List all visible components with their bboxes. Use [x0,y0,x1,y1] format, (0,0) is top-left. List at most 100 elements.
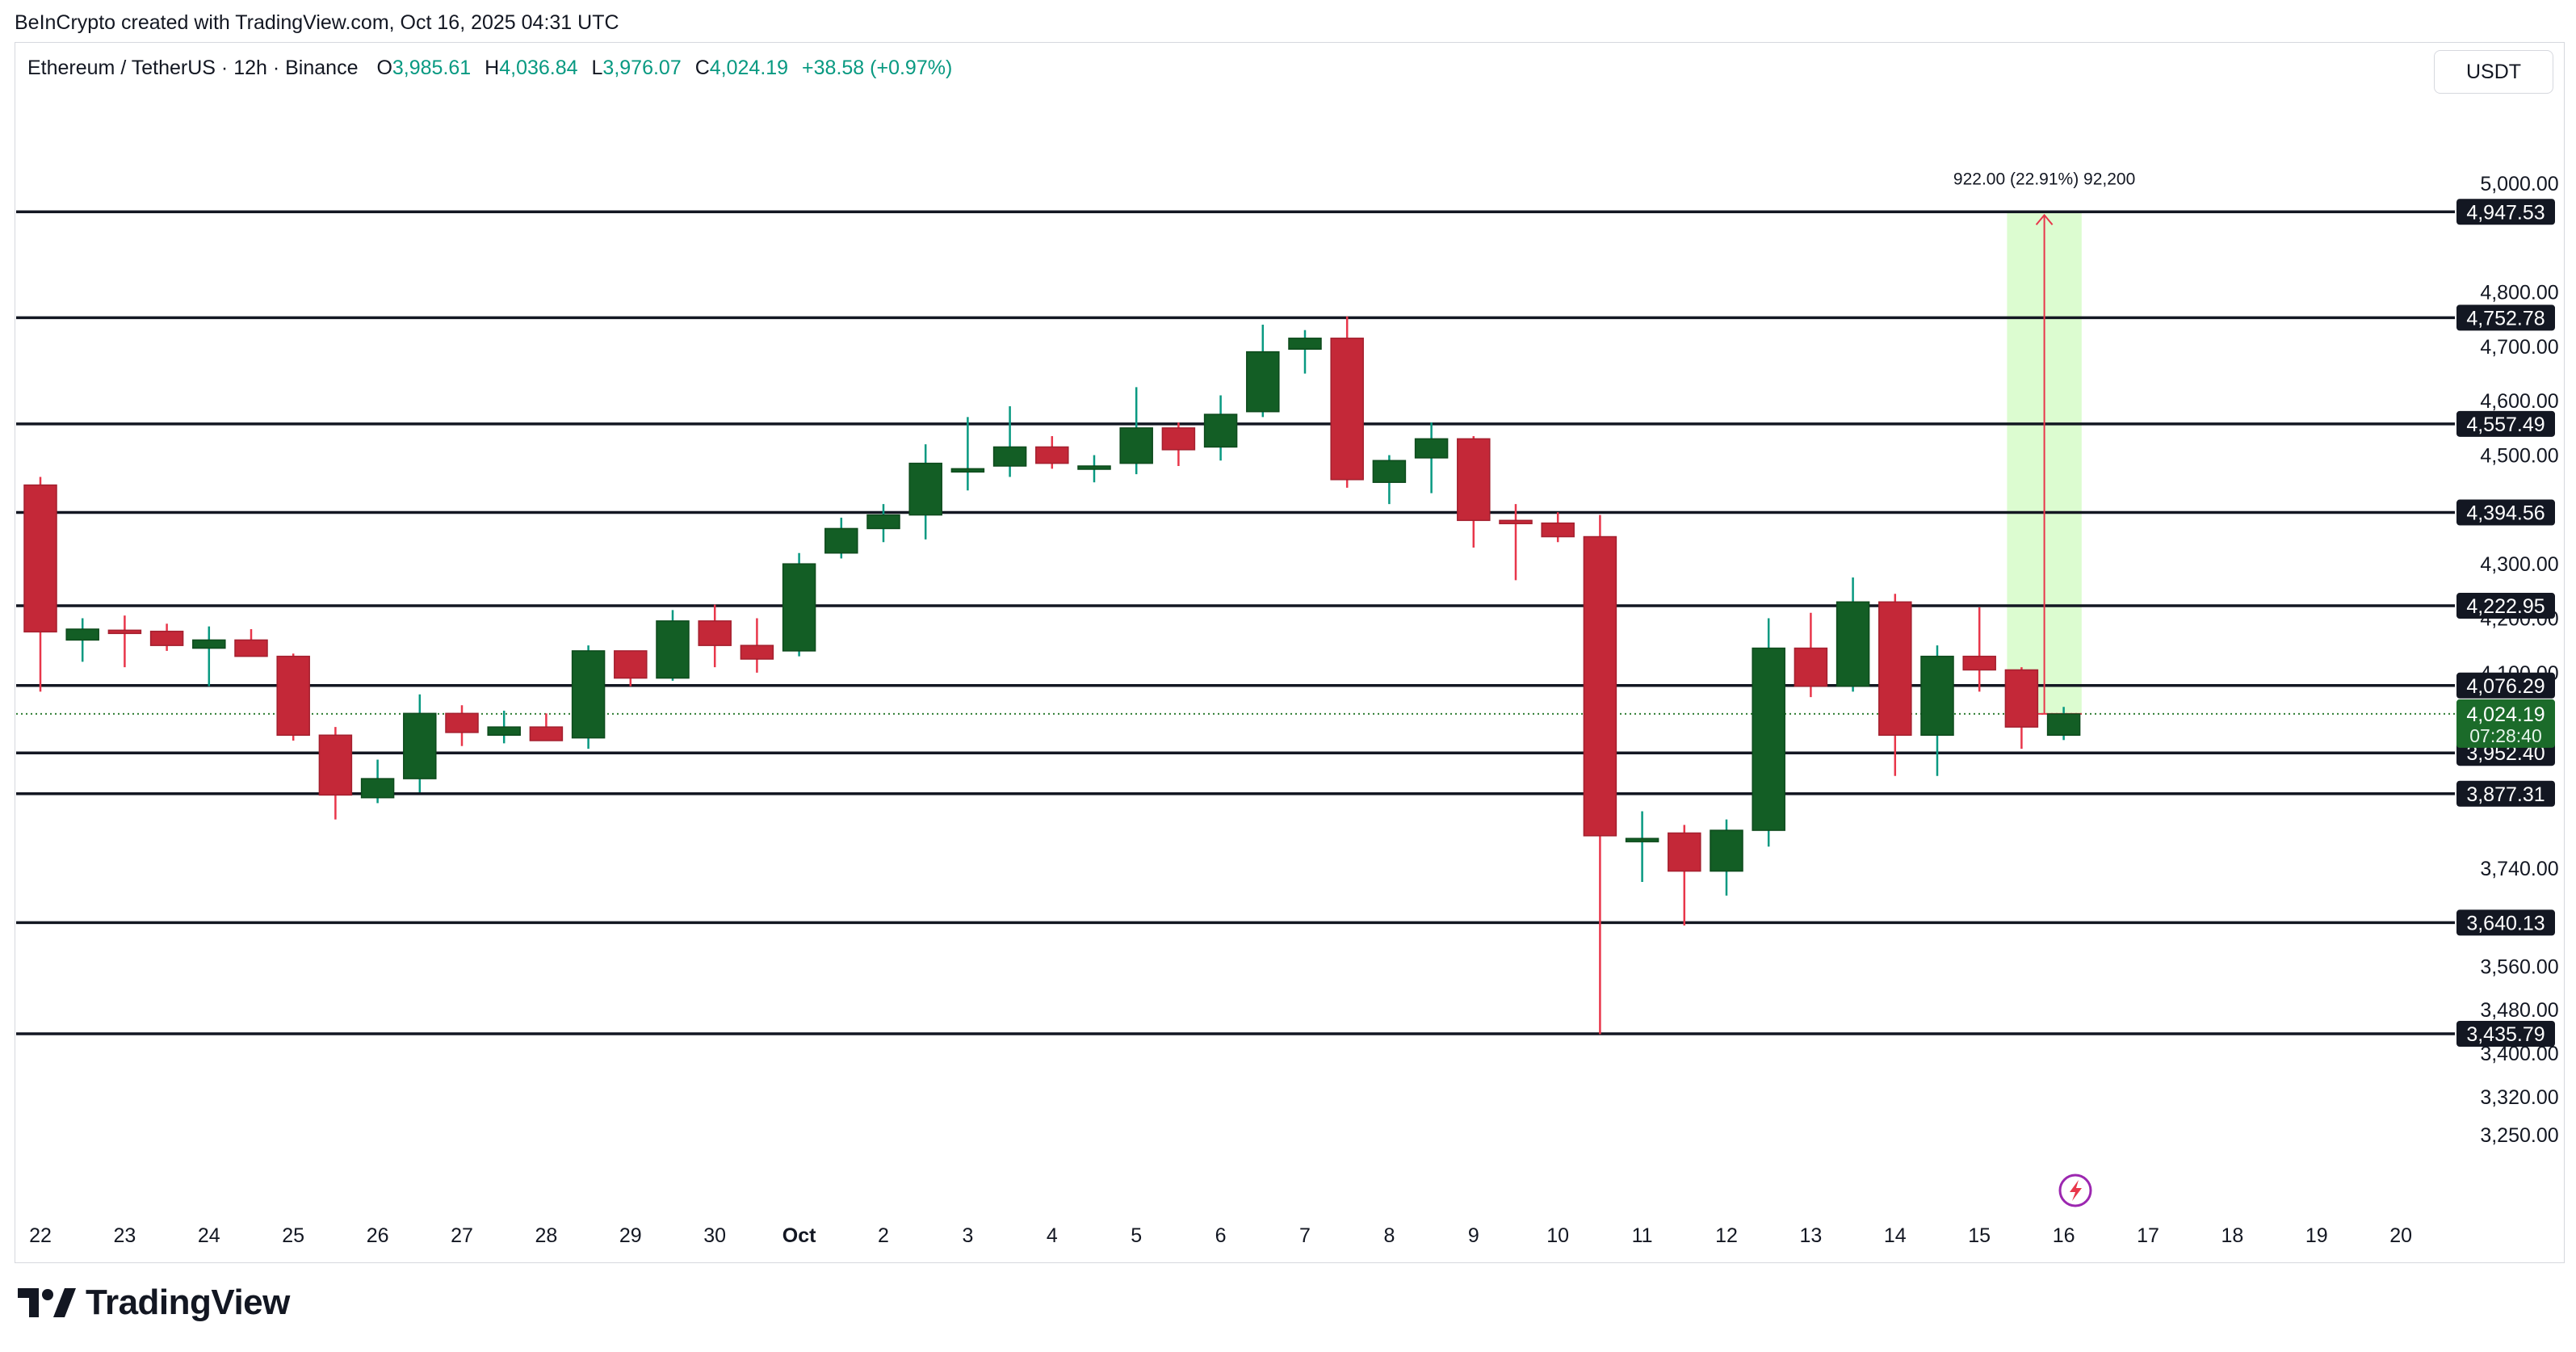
candle-body[interactable] [1752,647,1785,831]
candle-body[interactable] [192,639,226,649]
change-value: +38.58 (+0.97%) [802,57,953,79]
candle-body[interactable] [740,645,774,660]
currency-selector[interactable]: USDT [2434,50,2553,94]
candle-body[interactable] [908,462,942,516]
candle-body[interactable] [1499,519,1533,525]
candle-body[interactable] [1583,535,1617,837]
candle-body[interactable] [487,726,521,737]
price-level-tag [2456,672,2555,699]
x-tick-label: 8 [1383,1224,1395,1247]
tradingview-wordmark: TradingView [86,1283,290,1322]
candle-body[interactable] [445,712,479,733]
candle-body[interactable] [1457,438,1491,522]
candle-body[interactable] [1246,351,1280,413]
candle-body[interactable] [614,650,648,679]
price-level-tag [2456,304,2555,331]
candle-body[interactable] [360,778,395,799]
candle-body[interactable] [1161,427,1196,451]
measure-label: 922.00 (22.91%) 92,200 [1953,170,2135,188]
candle-body[interactable] [529,726,564,741]
candle-body[interactable] [1077,465,1111,470]
candle-body[interactable] [1035,446,1069,464]
price-level-tag [2456,410,2555,437]
low-value: 3,976.07 [602,57,682,79]
tradingview-logo[interactable]: TradingView [18,1283,290,1323]
candle-body[interactable] [318,734,353,796]
candle-body[interactable] [2046,713,2081,737]
candle-body[interactable] [1710,829,1743,872]
candle-body[interactable] [571,650,606,739]
y-tick-label: 3,480.00 [2480,999,2558,1022]
x-tick-label: 20 [2389,1224,2412,1247]
x-tick-label: 4 [1047,1224,1058,1247]
x-tick-label: 9 [1468,1224,1479,1247]
candle-body[interactable] [1920,655,1954,737]
candle-body[interactable] [149,630,184,646]
high-label: H [485,57,500,79]
price-level-tag-label: 4,557.49 [2466,414,2545,436]
candle-body[interactable] [2004,669,2039,728]
high-value: 4,036.84 [499,57,578,79]
x-tick-label: 17 [2137,1224,2159,1247]
candle-body[interactable] [1836,601,1870,687]
candle-body[interactable] [65,628,99,641]
x-tick-label: 7 [1299,1224,1311,1247]
candle-body[interactable] [782,563,816,652]
y-tick-label: 4,300.00 [2480,553,2558,576]
measure-arrow-head [2035,213,2054,225]
symbol-legend: Ethereum / TetherUS · 12h · Binance O3,9… [27,57,952,80]
candle-body[interactable] [866,514,900,530]
x-tick-label: 2 [878,1224,889,1247]
candle-body[interactable] [698,620,732,646]
candle-body[interactable] [950,468,985,473]
candle-body[interactable] [1119,427,1153,464]
y-tick-label: 5,000.00 [2480,173,2558,195]
x-tick-label: 18 [2221,1224,2243,1247]
low-label: L [591,57,603,79]
candle-body[interactable] [1668,832,1701,872]
price-level-tag-label: 4,222.95 [2466,595,2545,618]
x-tick-label: 15 [1968,1224,1991,1247]
candle-body[interactable] [1794,647,1828,687]
x-tick-label: 13 [1799,1224,1822,1247]
candle-body[interactable] [1330,338,1364,481]
price-level-tag-label: 3,877.31 [2466,783,2545,806]
price-level-tag-label: 3,640.13 [2466,912,2545,934]
x-tick-label: 19 [2305,1224,2328,1247]
candle-body[interactable] [824,527,858,554]
candle-body[interactable] [1203,414,1238,448]
lightning-bolt-icon [2070,1180,2082,1201]
candle-body[interactable] [1414,438,1449,459]
chart-credit: BeInCrypto created with TradingView.com,… [15,11,619,34]
y-tick-label: 4,800.00 [2480,282,2558,304]
candle-body[interactable] [1541,522,1575,538]
candle-body[interactable] [992,446,1027,467]
x-tick-label: 16 [2053,1224,2075,1247]
candle-body[interactable] [1288,338,1322,351]
candle-body[interactable] [276,655,310,737]
x-tick-label: 30 [703,1224,726,1247]
candle-body[interactable] [107,629,142,635]
candle-body[interactable] [1878,601,1912,737]
candle-body[interactable] [656,620,690,679]
close-value: 4,024.19 [709,57,789,79]
x-tick-label: 14 [1884,1224,1907,1247]
x-tick-label: 27 [451,1224,473,1247]
price-level-tag [2456,1020,2555,1047]
x-tick-label: 23 [113,1224,136,1247]
price-level-tag-label: 4,394.56 [2466,502,2545,525]
candle-body[interactable] [403,712,437,779]
y-tick-label: 3,740.00 [2480,858,2558,880]
price-level-tag [2456,780,2555,807]
candle-body[interactable] [1372,460,1407,483]
candle-body[interactable] [1962,655,1996,671]
candle-body[interactable] [1625,838,1659,842]
price-level-tag-label: 4,752.78 [2466,307,2545,330]
x-tick-label: 10 [1546,1224,1569,1247]
candle-body[interactable] [23,484,57,633]
current-price-tag-label: 4,024.19 [2466,703,2545,726]
symbol-title[interactable]: Ethereum / TetherUS · 12h · Binance [27,57,359,79]
candle-body[interactable] [234,639,268,657]
x-tick-label: 5 [1131,1224,1142,1247]
